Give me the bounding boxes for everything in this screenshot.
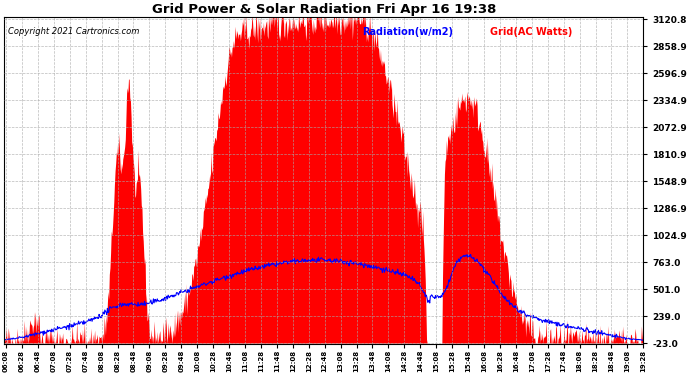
Text: Grid(AC Watts): Grid(AC Watts) (490, 27, 573, 37)
Text: Radiation(w/m2): Radiation(w/m2) (362, 27, 453, 37)
Text: Copyright 2021 Cartronics.com: Copyright 2021 Cartronics.com (8, 27, 139, 36)
Title: Grid Power & Solar Radiation Fri Apr 16 19:38: Grid Power & Solar Radiation Fri Apr 16 … (152, 3, 496, 16)
